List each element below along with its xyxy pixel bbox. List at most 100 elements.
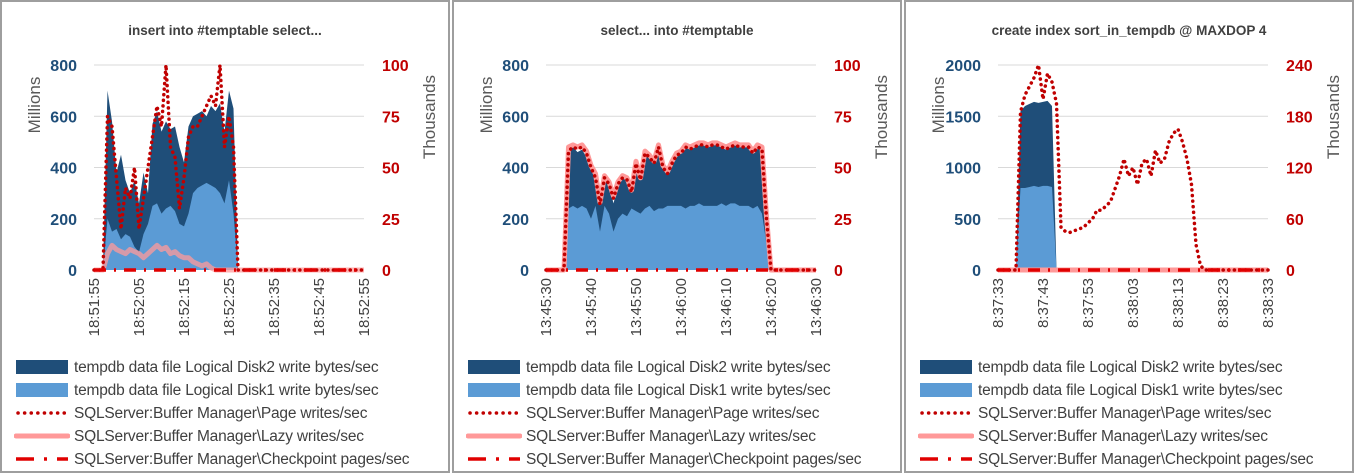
- legend-entry-disk2: tempdb data file Logical Disk2 write byt…: [466, 357, 831, 379]
- legend-label: SQLServer:Buffer Manager\Lazy writes/sec: [74, 428, 364, 445]
- chart-svg: select... into #temptable 0 200 400 600 800 0 2…: [477, 23, 891, 336]
- legend-swatch: [466, 358, 522, 378]
- chart-title: create index sort_in_tempdb @ MAXDOP 4: [992, 23, 1267, 38]
- legend-entry-lazy-writes: SQLServer:Buffer Manager\Lazy writes/sec: [918, 426, 1268, 448]
- legend-label: tempdb data file Logical Disk2 write byt…: [978, 359, 1283, 376]
- x-axis-tick-label: 13:46:00: [673, 278, 690, 336]
- right-axis-tick-label: 75: [834, 109, 852, 126]
- x-axis-tick-label: 8:37:53: [1080, 278, 1097, 328]
- x-axis-tick-label: 13:46:10: [718, 278, 735, 336]
- legend-entry-lazy-writes: SQLServer:Buffer Manager\Lazy writes/sec: [14, 426, 364, 448]
- left-axis-tick-label: 800: [502, 58, 529, 75]
- legend-label: SQLServer:Buffer Manager\Page writes/sec: [978, 405, 1272, 422]
- left-axis-title: Millions: [25, 77, 44, 134]
- left-axis-tick-label: 1000: [945, 161, 981, 178]
- legend-entry-checkpoint: SQLServer:Buffer Manager\Checkpoint page…: [466, 449, 862, 471]
- series-area-disk1: [546, 203, 816, 270]
- legend-entry-disk1: tempdb data file Logical Disk1 write byt…: [14, 380, 379, 402]
- right-axis-title: Thousands: [1324, 75, 1343, 159]
- right-axis-tick-label: 180: [1286, 109, 1313, 126]
- x-axis-tick-label: 8:38:03: [1125, 278, 1142, 328]
- x-axis-tick-label: 13:45:50: [628, 278, 645, 336]
- legend-label: SQLServer:Buffer Manager\Lazy writes/sec: [978, 428, 1268, 445]
- legend-label: tempdb data file Logical Disk1 write byt…: [978, 382, 1283, 399]
- left-axis-tick-label: 200: [50, 212, 77, 229]
- right-axis-tick-label: 0: [382, 263, 391, 280]
- x-axis-tick-label: 8:38:13: [1170, 278, 1187, 328]
- right-axis-tick-label: 75: [382, 109, 400, 126]
- legend-swatch-graphic: [468, 411, 522, 415]
- x-axis-tick-label: 18:52:35: [266, 278, 283, 336]
- legend-label: SQLServer:Buffer Manager\Checkpoint page…: [526, 451, 862, 468]
- legend-swatch-graphic: [920, 360, 972, 374]
- legend-swatch-graphic: [14, 433, 70, 439]
- right-axis-tick-label: 25: [382, 212, 400, 229]
- legend-entry-checkpoint: SQLServer:Buffer Manager\Checkpoint page…: [14, 449, 410, 471]
- legend-label: tempdb data file Logical Disk2 write byt…: [74, 359, 379, 376]
- legend-swatch-area: [920, 360, 972, 374]
- legend-label: tempdb data file Logical Disk1 write byt…: [526, 382, 831, 399]
- series-line-page-writes: [92, 63, 366, 272]
- x-axis-tick-label: 18:52:15: [176, 278, 193, 336]
- legend-swatch: [466, 450, 522, 470]
- left-axis-tick-label: 600: [502, 109, 529, 126]
- left-axis-tick-label: 400: [502, 161, 529, 178]
- right-axis-tick-label: 25: [834, 212, 852, 229]
- x-axis-tick-label: 18:52:25: [221, 278, 238, 336]
- chart-title: select... into #temptable: [600, 23, 754, 38]
- legend-swatch-area: [16, 383, 68, 397]
- legend-swatch: [918, 450, 974, 470]
- x-axis-tick-label: 18:52:45: [311, 278, 328, 336]
- legend-swatch-graphic: [468, 383, 520, 397]
- left-axis-tick-label: 600: [50, 109, 77, 126]
- x-axis-tick-label: 18:52:55: [356, 278, 373, 336]
- right-axis-tick-label: 60: [1286, 212, 1304, 229]
- right-axis-tick-label: 240: [1286, 58, 1313, 75]
- legend-entry-disk1: tempdb data file Logical Disk1 write byt…: [918, 380, 1283, 402]
- legend-swatch: [918, 358, 974, 378]
- legend-swatch: [14, 427, 70, 447]
- legend-swatch: [14, 450, 70, 470]
- chart-panel-create-index: create index sort_in_tempdb @ MAXDOP 4 0 5…: [904, 0, 1354, 473]
- legend-label: SQLServer:Buffer Manager\Page writes/sec: [74, 405, 368, 422]
- legend-swatch-graphic: [468, 360, 520, 374]
- chart-svg: create index sort_in_tempdb @ MAXDOP 4 0 5…: [929, 23, 1343, 328]
- legend-swatch-graphic: [16, 383, 68, 397]
- right-axis-tick-label: 100: [834, 58, 861, 75]
- legend-entry-lazy-writes: SQLServer:Buffer Manager\Lazy writes/sec: [466, 426, 816, 448]
- left-axis-tick-label: 200: [502, 212, 529, 229]
- legend-swatch-graphic: [468, 457, 520, 461]
- chart-title: insert into #temptable select...: [128, 23, 322, 38]
- x-axis-tick-label: 18:51:55: [86, 278, 103, 336]
- left-axis-tick-label: 800: [50, 58, 77, 75]
- right-axis-tick-label: 50: [382, 161, 400, 178]
- x-axis-tick-label: 8:38:33: [1260, 278, 1277, 328]
- legend-label: SQLServer:Buffer Manager\Page writes/sec: [526, 405, 820, 422]
- right-axis-tick-label: 0: [834, 263, 843, 280]
- legend-swatch: [918, 404, 974, 424]
- left-axis-title: Millions: [477, 77, 496, 134]
- x-axis-tick-label: 13:45:40: [583, 278, 600, 336]
- legend-swatch: [14, 404, 70, 424]
- right-axis-tick-label: 100: [382, 58, 409, 75]
- legend-entry-disk1: tempdb data file Logical Disk1 write byt…: [466, 380, 831, 402]
- legend-swatch-graphic: [918, 433, 974, 439]
- legend-swatch-area: [920, 383, 972, 397]
- x-axis-tick-label: 13:46:30: [808, 278, 825, 336]
- legend-swatch-graphic: [16, 457, 68, 461]
- legend-swatch-graphic: [920, 411, 974, 415]
- series-line-page-writes: [544, 143, 818, 272]
- legend-entry-disk2: tempdb data file Logical Disk2 write byt…: [14, 357, 379, 379]
- legend-entry-page-writes: SQLServer:Buffer Manager\Page writes/sec: [918, 403, 1271, 425]
- legend-swatch-graphic: [16, 411, 70, 415]
- x-axis-tick-label: 8:37:43: [1035, 278, 1052, 328]
- legend-swatch-graphic: [466, 433, 522, 439]
- legend-label: SQLServer:Buffer Manager\Checkpoint page…: [978, 451, 1314, 468]
- legend-swatch-area: [468, 360, 520, 374]
- left-axis-tick-label: 0: [972, 263, 981, 280]
- chart-panel-insert: insert into #temptable select... 0 200 400 6…: [0, 0, 450, 473]
- x-axis-tick-label: 13:46:20: [763, 278, 780, 336]
- chart-panel-select-into: select... into #temptable 0 200 400 600 800 0 2…: [452, 0, 902, 473]
- legend-entry-page-writes: SQLServer:Buffer Manager\Page writes/sec: [466, 403, 819, 425]
- left-axis-tick-label: 1500: [945, 109, 981, 126]
